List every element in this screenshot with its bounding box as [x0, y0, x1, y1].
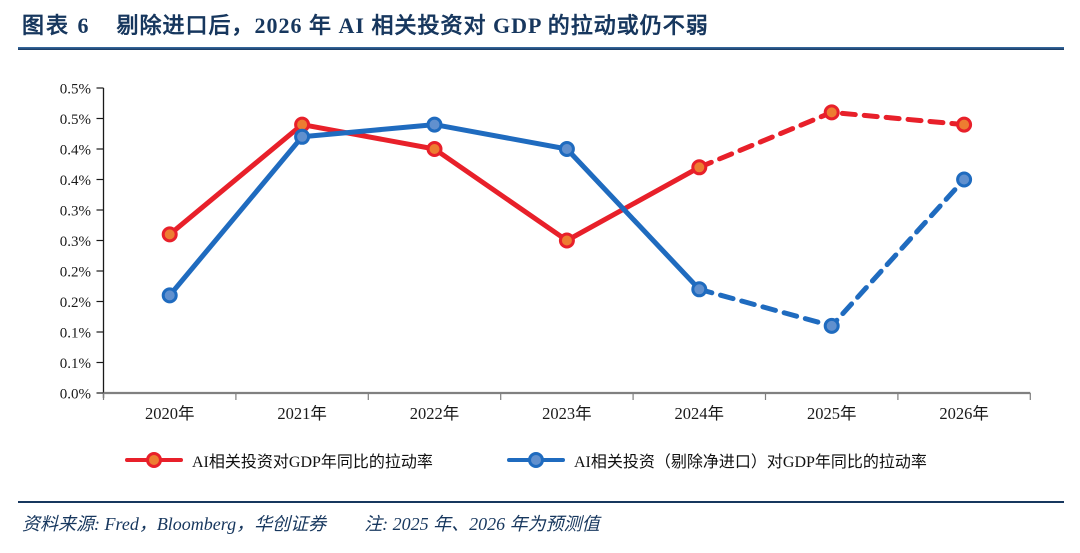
marker-blue-2023: [558, 141, 575, 157]
source-text: 资料来源: Fred，Bloomberg，华创证券: [22, 514, 327, 534]
series-blue-forecast-line: [696, 177, 967, 329]
marker-red-2024: [691, 159, 708, 176]
x-axis-label: 2024年: [675, 404, 725, 423]
y-axis-tick-label: 0.2%: [60, 295, 91, 311]
marker-red-2023: [558, 232, 575, 249]
y-axis-tick-label: 0.2%: [60, 265, 91, 281]
marker-red-2022: [426, 141, 443, 157]
x-axis-label: 2020年: [145, 404, 195, 423]
legend-red-swatch: [125, 449, 183, 471]
legend-blue-swatch: [507, 449, 565, 471]
marker-red-2020: [161, 226, 178, 243]
y-axis-tick-label: 0.0%: [60, 387, 91, 403]
figure-label: 图表 6: [22, 13, 91, 38]
legend-item-blue: AI相关投资（剔除净进口）对GDP年同比的拉动率: [507, 449, 927, 471]
figure-title: 剔除进口后，2026 年 AI 相关投资对 GDP 的拉动或仍不弱: [116, 13, 709, 38]
y-axis-tick-label: 0.3%: [60, 234, 91, 250]
marker-blue-2020: [161, 287, 178, 304]
marker-blue-2022: [426, 116, 443, 133]
series-red-forecast-line: [696, 109, 967, 170]
x-axis-label: 2023年: [542, 404, 592, 423]
legend-red-label: AI相关投资对GDP年同比的拉动率: [192, 454, 433, 471]
marker-blue-2026: [956, 171, 973, 188]
x-axis-label: 2022年: [410, 404, 460, 423]
source-note: 资料来源: Fred，Bloomberg，华创证券 注: 2025 年、2026…: [22, 510, 600, 536]
x-axis-label: 2025年: [807, 404, 857, 423]
line-chart: 0.5% 0.5% 0.4% 0.4% 0.3% 0.3% 0.2% 0.2% 0.1% 0.1%…: [0, 60, 1080, 440]
y-axis-tick-label: 0.4%: [60, 143, 91, 159]
marker-blue-2025: [823, 317, 840, 334]
title-divider: [18, 47, 1064, 50]
legend-red-marker-icon: [146, 452, 162, 468]
marker-red-2026: [956, 116, 973, 133]
y-axis-tick-label: 0.1%: [60, 326, 91, 342]
page-title: 图表 6 剔除进口后，2026 年 AI 相关投资对 GDP 的拉动或仍不弱: [22, 8, 709, 40]
x-axis-label: 2026年: [939, 404, 989, 423]
y-axis-tick-label: 0.1%: [60, 356, 91, 372]
marker-blue-2021: [294, 128, 311, 145]
y-axis-tick-label: 0.5%: [60, 112, 91, 128]
y-axis-tick-label: 0.4%: [60, 173, 91, 189]
footer-divider: [18, 501, 1064, 503]
note-text: 注: 2025 年、2026 年为预测值: [364, 514, 600, 534]
x-axis-label: 2021年: [277, 404, 327, 423]
legend-blue-marker-icon: [528, 452, 544, 468]
y-axis-tick-label: 0.5%: [60, 82, 91, 98]
y-axis-tick-label: 0.3%: [60, 204, 91, 220]
marker-red-2025: [823, 104, 840, 121]
legend-item-red: AI相关投资对GDP年同比的拉动率: [125, 449, 433, 471]
legend-blue-label: AI相关投资（剔除净进口）对GDP年同比的拉动率: [574, 454, 927, 471]
marker-blue-2024: [691, 281, 708, 298]
chart-canvas: 0.5% 0.5% 0.4% 0.4% 0.3% 0.3% 0.2% 0.2% 0.1% 0.1%…: [60, 82, 1031, 423]
